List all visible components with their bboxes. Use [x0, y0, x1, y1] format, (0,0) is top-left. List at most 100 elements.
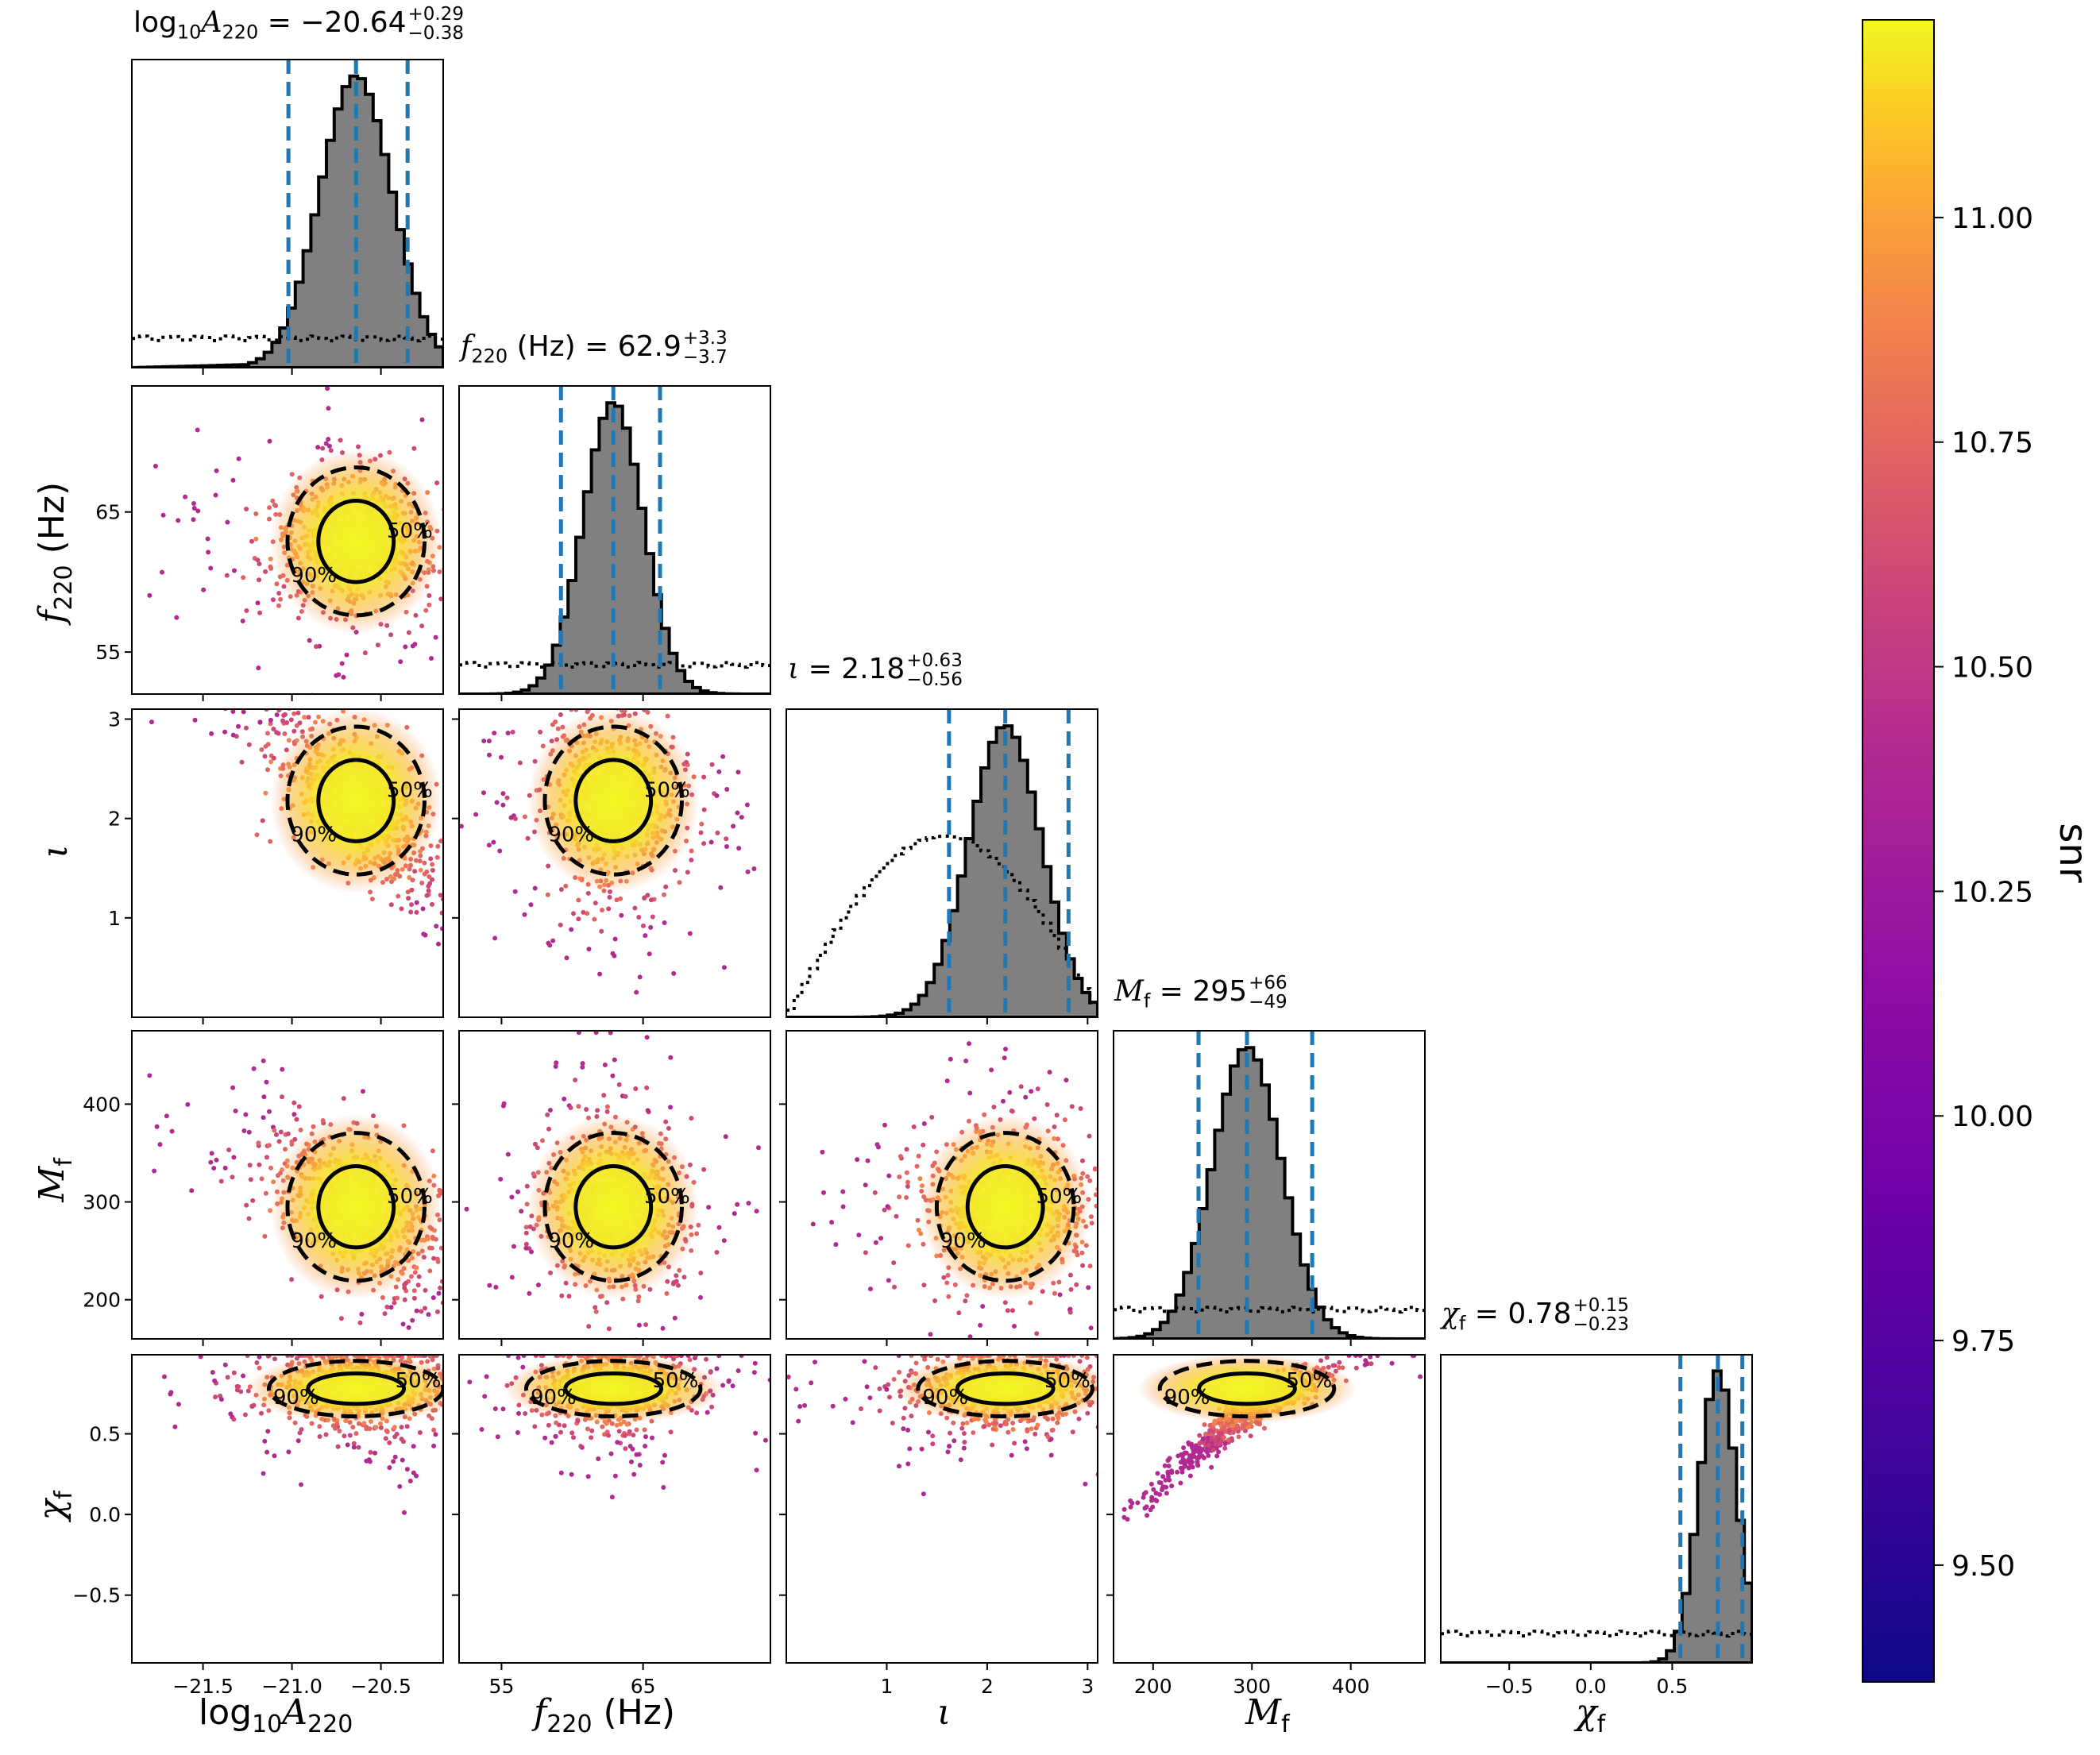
panel-Mf-chif: 50% 90% 200 300 400 — [1106, 1354, 1426, 1698]
density-core — [527, 1114, 700, 1300]
contour-label-90: 90% — [922, 1386, 968, 1410]
histogram — [786, 724, 1098, 1017]
panel-f220-chif: 50% 90% 55 65 — [452, 1354, 771, 1698]
contour-50 — [965, 1163, 1045, 1250]
density-core — [1137, 1355, 1357, 1424]
contour-label-50: 50% — [396, 1369, 442, 1393]
contour-label-90: 90% — [940, 1229, 986, 1253]
contour-label-50: 50% — [387, 778, 433, 802]
density-core — [896, 1355, 1098, 1424]
y-tick-label: −0.5 — [72, 1584, 121, 1607]
y-tick-label: 300 — [83, 1191, 121, 1214]
contour-label-90: 90% — [291, 823, 337, 847]
contour-label-50: 50% — [644, 778, 690, 802]
panel-frame — [458, 1030, 771, 1340]
contour-label-90: 90% — [291, 1229, 337, 1253]
x-tick-label: −21.0 — [261, 1675, 322, 1698]
contour-50 — [316, 1163, 396, 1250]
x-tick-label: 65 — [631, 1675, 656, 1698]
colorbar-tick-label: 9.50 — [1951, 1550, 2015, 1583]
y-tick-label: 0.0 — [89, 1503, 121, 1526]
contour-90 — [285, 465, 427, 618]
panel-frame — [131, 59, 444, 368]
y-tick-label: 0.5 — [89, 1423, 121, 1446]
x-tick-label: 1 — [880, 1675, 893, 1698]
panel-frame — [458, 1354, 771, 1664]
colorbar-tick-label: 9.75 — [1951, 1325, 2015, 1358]
panel-chif-chif: −0.5 0.0 0.5 — [1440, 1354, 1753, 1698]
contour-50 — [316, 499, 396, 584]
y-tick-label: 200 — [83, 1289, 121, 1312]
contour-90 — [285, 724, 427, 877]
contour-label-90: 90% — [1164, 1386, 1210, 1410]
panel-logA-Mf: 50% 90% 200 300 400 — [83, 1030, 444, 1346]
colorbar-tick-label: 10.00 — [1951, 1101, 2033, 1133]
contour-label-50: 50% — [387, 519, 433, 543]
x-tick-label: 300 — [1233, 1675, 1271, 1698]
y-tick-label: 55 — [95, 641, 121, 664]
y-tick-label: 3 — [108, 708, 121, 731]
y-tick-label: 2 — [108, 808, 121, 831]
panel-frame — [458, 708, 771, 1018]
x-tick-label: 0.0 — [1575, 1675, 1607, 1698]
contour-label-90: 90% — [531, 1386, 577, 1410]
panel-f220-f220 — [458, 385, 771, 701]
density-core — [270, 1114, 442, 1300]
density-core — [270, 449, 442, 634]
x-tick-label: 55 — [489, 1675, 515, 1698]
contour-label-90: 90% — [273, 1386, 319, 1410]
panel-frame — [786, 708, 1098, 1018]
contour-label-50: 50% — [387, 1185, 433, 1209]
y-tick-label: 65 — [95, 501, 121, 524]
colorbar-tick-label: 11.00 — [1951, 202, 2033, 235]
density-core — [919, 1114, 1091, 1300]
panel-frame — [131, 385, 444, 695]
contour-90 — [916, 1359, 1094, 1419]
density-core — [504, 1355, 723, 1424]
x-tick-label: 2 — [981, 1675, 994, 1698]
contour-label-50: 50% — [1286, 1369, 1332, 1393]
y-tick-label: 400 — [83, 1093, 121, 1116]
density-core — [270, 709, 442, 893]
contour-50 — [573, 1163, 654, 1250]
panel-frame — [1440, 1354, 1753, 1664]
panel-iota-iota — [786, 708, 1098, 1024]
contour-50 — [1197, 1371, 1297, 1406]
contour-50 — [955, 1371, 1056, 1406]
prior-histogram — [1441, 1630, 1752, 1638]
panel-logA-iota: 50% 90% 1 2 3 — [108, 708, 444, 1024]
contour-label-50: 50% — [653, 1369, 699, 1393]
density-core — [527, 709, 699, 893]
contour-label-90: 90% — [291, 564, 337, 588]
contour-50 — [306, 1371, 407, 1406]
prior-histogram — [1114, 1306, 1425, 1314]
panel-f220-Mf: 50% 90% — [452, 1030, 771, 1346]
panel-Mf-Mf — [1113, 1030, 1426, 1346]
contour-50 — [563, 1371, 664, 1406]
panel-frame — [786, 1030, 1098, 1340]
contour-90 — [934, 1131, 1076, 1283]
density-core — [247, 1355, 443, 1424]
panel-frame — [786, 1354, 1098, 1664]
panel-frame — [131, 1354, 444, 1664]
panel-f220-iota: 50% 90% — [452, 708, 771, 1024]
colorbar-tick-label: 10.25 — [1951, 876, 2033, 908]
x-tick-label: 200 — [1134, 1675, 1172, 1698]
x-tick-label: −0.5 — [1485, 1675, 1534, 1698]
panel-frame — [1113, 1030, 1426, 1340]
panel-logA-chif: 50% 90% −21.5 −21.0 −20.5 −0.5 0.0 0.5 — [72, 1354, 444, 1698]
contour-label-50: 50% — [1044, 1369, 1091, 1393]
y-tick-label: 1 — [108, 907, 121, 930]
colorbar — [1862, 19, 1935, 1683]
contour-50 — [316, 758, 396, 843]
x-tick-label: −20.5 — [350, 1675, 411, 1698]
panel-iota-chif: 50% 90% 1 2 3 — [779, 1354, 1098, 1698]
panel-frame — [458, 385, 771, 695]
panel-frame — [131, 708, 444, 1018]
panel-logA-f220: 50% 90% 55 65 — [95, 385, 444, 701]
histogram — [1114, 1046, 1425, 1339]
histogram — [1441, 1369, 1752, 1663]
contour-label-50: 50% — [644, 1185, 690, 1209]
x-tick-label: 0.5 — [1657, 1675, 1689, 1698]
